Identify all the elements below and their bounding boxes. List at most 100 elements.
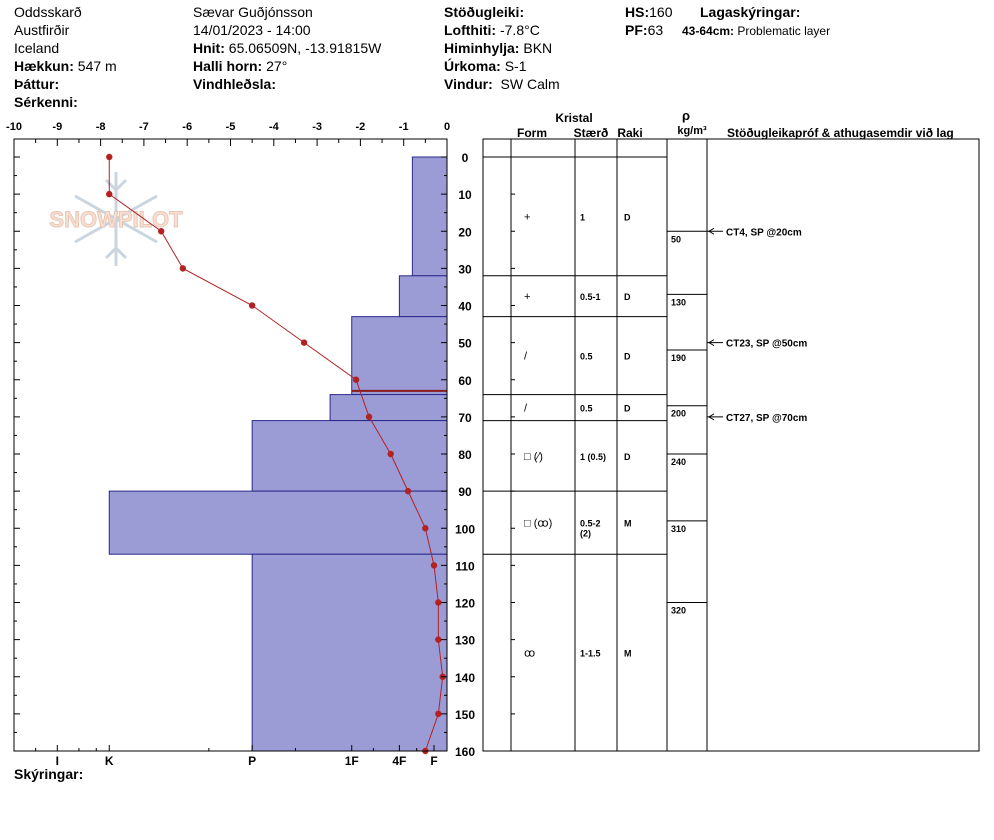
depth-tick-label: 70	[458, 411, 472, 425]
depth-tick-label: 120	[455, 597, 475, 611]
depth-tick-label: 100	[455, 522, 475, 536]
temp-point	[387, 450, 394, 458]
hardness-bar	[398, 275, 448, 318]
table-frame	[482, 138, 980, 752]
temp-tick-label: -9	[52, 121, 62, 133]
slope-value: 27°	[266, 58, 288, 74]
hardness-bar	[351, 316, 448, 396]
pf: PF:63	[625, 22, 663, 38]
temp-point	[179, 265, 187, 272]
coords-value: 65.06509N, -13.91815W	[228, 40, 382, 56]
layer-moisture: M	[624, 519, 632, 529]
depth-tick-label: 60	[458, 374, 472, 388]
temp-tick-label: -3	[312, 121, 322, 133]
temperature-axis: -10 -9 -8 -7 -6 -5 -4 -3 -2 -1 0	[6, 121, 450, 146]
temp-tick-label: -4	[269, 121, 280, 133]
aspect-label: Þáttur:	[14, 76, 60, 92]
wind-value: SW Calm	[500, 76, 560, 92]
sky: Himinhylja: BKN	[444, 40, 552, 56]
hs: HS:160	[625, 4, 672, 20]
layer-note-text: Problematic layer	[737, 24, 831, 38]
hardness-bar	[411, 156, 448, 277]
coords-label: Hnit:	[193, 40, 225, 56]
temp-tick-label: -5	[226, 121, 236, 133]
hs-value: 160	[649, 4, 673, 20]
depth-tick-label: 160	[455, 745, 475, 759]
density-value: 190	[671, 353, 686, 363]
hardness-label: F	[430, 754, 437, 768]
depth-tick-label: 50	[458, 337, 472, 351]
layer-size: 0.5	[580, 404, 593, 414]
layer-moisture: D	[624, 292, 631, 302]
country: Iceland	[14, 40, 60, 56]
arrow-left-icon	[708, 413, 715, 421]
precip-value: S-1	[504, 58, 527, 74]
temp-tick-label: 0	[444, 121, 450, 133]
layer-note-range: 43-64cm:	[682, 24, 735, 38]
snowflake-icon	[74, 172, 158, 266]
temp-point	[158, 228, 165, 235]
layer-moisture: D	[624, 212, 631, 222]
layer-size: 0.5-1	[580, 292, 601, 302]
arrow-left-icon	[708, 227, 715, 235]
hardness-bar	[329, 394, 448, 422]
test-text: CT4, SP @20cm	[726, 227, 802, 238]
temp-tick-label: -6	[182, 121, 192, 133]
layer-rows: +1 D + 0.5-1 D / 0.5 D / 0.5 D □ (⁄) 1 (0.5) D □ (ꝏ) 0.…	[483, 193, 667, 715]
hardness-label: 1F	[345, 754, 359, 768]
temp-point	[106, 190, 113, 198]
temp-point	[435, 599, 442, 606]
hardness-bars	[108, 156, 448, 752]
hardness-label: 4F	[392, 754, 406, 768]
rho-header: ρ	[682, 108, 690, 123]
layer-form: □ (⁄)	[524, 451, 543, 463]
tests-header: Stöðugleikapróf & athugasemdir við lag	[727, 126, 954, 140]
crystal-header: Kristal	[555, 111, 592, 125]
precip-label: Úrkoma:	[444, 58, 501, 74]
hardness-axis: I K P 1F 4F F	[35, 745, 438, 768]
density-value: 200	[671, 409, 686, 419]
sky-label: Himinhylja:	[444, 40, 520, 56]
test-text: CT27, SP @70cm	[726, 413, 807, 424]
hardness-bar	[108, 490, 448, 555]
location: Oddsskarð	[14, 4, 82, 20]
depth-tick-label: 140	[455, 671, 475, 685]
layer-moisture: M	[624, 649, 632, 659]
layer-form: ꝏ	[524, 648, 535, 660]
hardness-label: K	[105, 754, 114, 768]
slope: Halli horn: 27°	[193, 58, 287, 74]
layer-note: 43-64cm: Problematic layer	[682, 24, 830, 38]
density-unit-header: kg/m³	[677, 125, 707, 137]
temp-point	[365, 413, 373, 421]
features-label: Sérkenni:	[14, 94, 78, 110]
precip: Úrkoma: S-1	[444, 58, 526, 74]
stability-tests: CT4, SP @20cm CT23, SP @50cm CT27, SP @70c…	[707, 227, 807, 424]
snowpilot-watermark: SNOWPILOT	[49, 172, 184, 266]
wind: Vindur: SW Calm	[444, 76, 560, 92]
watermark-text: SNOWPILOT	[49, 207, 183, 232]
layer-form: +	[524, 291, 530, 303]
temp-tick-label: -8	[96, 121, 106, 133]
layer-moisture: D	[624, 352, 631, 362]
wind-loading-label: Vindhleðsla:	[193, 76, 276, 92]
coords: Hnit: 65.06509N, -13.91815W	[193, 40, 381, 56]
depth-tick-label: 90	[458, 485, 472, 499]
temp-point	[106, 153, 113, 161]
temp-tick-label: -10	[6, 121, 22, 133]
elevation-label: Hækkun:	[14, 58, 74, 74]
depth-tick-label: 150	[455, 708, 475, 722]
pf-label: PF:	[625, 22, 648, 38]
hardness-bar	[251, 553, 448, 752]
elevation-value: 547 m	[77, 58, 117, 74]
layer-form: □ (ꝏ)	[524, 518, 552, 530]
depth-axis: 0 10 20 30 40 50 60 70 80 90 100 110 120 130 140 150 160	[14, 151, 475, 759]
depth-tick-label: 80	[458, 448, 472, 462]
arrow-left-icon	[708, 339, 715, 347]
temp-point	[422, 525, 429, 532]
size-header: Stærð	[574, 126, 609, 140]
form-header: Form	[517, 126, 547, 140]
density-value: 50	[671, 234, 681, 244]
temperature-profile	[106, 153, 446, 755]
hardness-bar	[251, 420, 448, 492]
